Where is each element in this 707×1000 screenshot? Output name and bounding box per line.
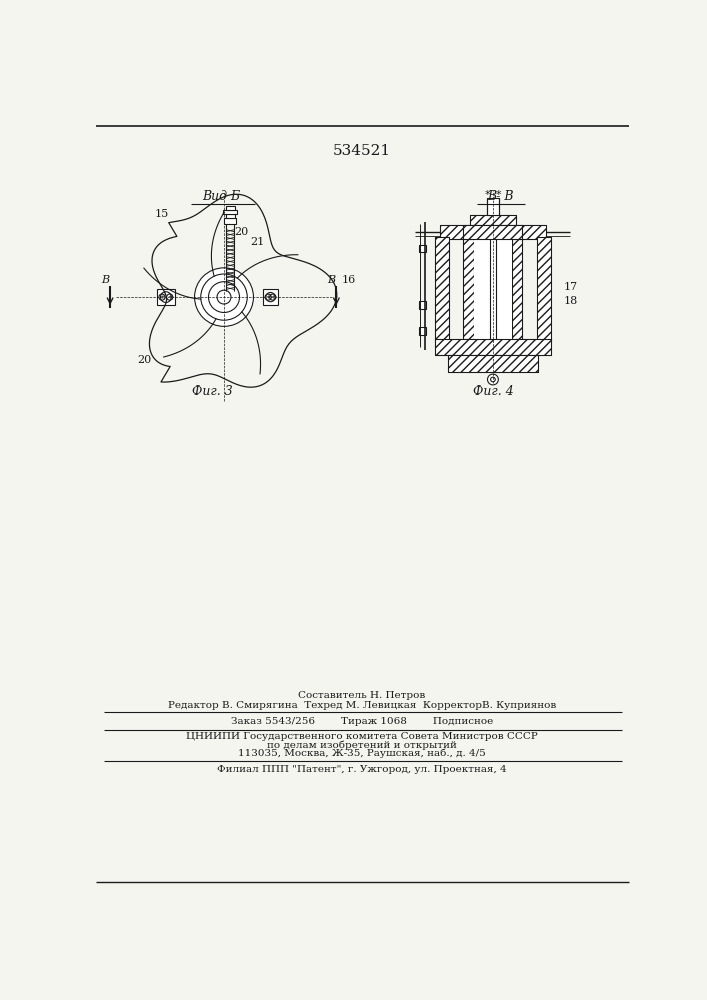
Bar	[537, 237, 551, 341]
Bar	[419, 327, 426, 335]
Text: 16: 16	[341, 275, 356, 285]
Text: *: *	[496, 190, 501, 200]
Bar	[435, 237, 449, 341]
Bar	[223, 210, 237, 214]
Bar	[226, 214, 235, 218]
Text: 15: 15	[155, 209, 169, 219]
Text: Заказ 5543/256        Тираж 1068        Подписное: Заказ 5543/256 Тираж 1068 Подписное	[230, 717, 493, 726]
Bar	[486, 198, 499, 215]
Text: 18: 18	[564, 296, 578, 306]
Text: 534521: 534521	[333, 144, 391, 158]
Bar	[469, 215, 516, 225]
Circle shape	[488, 374, 498, 385]
Bar	[440, 225, 546, 239]
Bar	[263, 289, 279, 305]
Circle shape	[209, 282, 240, 312]
Text: 113035, Москва, Ж-35, Раушская, наб., д. 4/5: 113035, Москва, Ж-35, Раушская, наб., д.…	[238, 748, 486, 758]
Bar	[435, 237, 449, 341]
Text: 20: 20	[137, 355, 151, 365]
Text: В: В	[327, 275, 336, 285]
Text: Фиг. 4: Фиг. 4	[472, 385, 513, 398]
Text: 21: 21	[250, 237, 264, 247]
Text: 17: 17	[564, 282, 578, 292]
Text: +: +	[159, 294, 165, 300]
Bar	[513, 239, 522, 339]
Bar	[419, 301, 426, 309]
Bar	[435, 339, 551, 355]
Bar	[440, 225, 546, 239]
Bar	[464, 239, 474, 339]
Text: Составитель Н. Петров: Составитель Н. Петров	[298, 691, 426, 700]
Bar	[464, 225, 522, 239]
Bar	[474, 239, 513, 339]
Bar	[448, 355, 538, 372]
Bar	[464, 239, 474, 339]
Bar	[464, 225, 522, 239]
Bar	[513, 239, 522, 339]
Bar	[448, 355, 538, 372]
Bar	[224, 218, 236, 224]
Bar	[537, 237, 551, 341]
Text: ЦНИИПИ Государственного комитета Совета Министров СССР: ЦНИИПИ Государственного комитета Совета …	[186, 732, 538, 741]
Text: Вид Б: Вид Б	[203, 190, 241, 203]
Bar	[419, 245, 426, 252]
Text: +: +	[265, 294, 271, 300]
Bar	[435, 339, 551, 355]
Circle shape	[194, 268, 253, 326]
Text: Филиал ППП "Патент", г. Ужгород, ул. Проектная, 4: Филиал ППП "Патент", г. Ужгород, ул. Про…	[217, 765, 507, 774]
Bar	[156, 289, 175, 305]
Text: В- В: В- В	[487, 190, 514, 203]
Text: Редактор В. Смирягина  Техред М. Левицкая  КорректорВ. Куприянов: Редактор В. Смирягина Техред М. Левицкая…	[168, 701, 556, 710]
Bar	[226, 206, 235, 210]
Text: +: +	[270, 294, 276, 300]
Text: В: В	[101, 275, 110, 285]
Text: 20: 20	[234, 227, 248, 237]
Circle shape	[217, 290, 231, 304]
Text: *: *	[485, 190, 491, 200]
Text: +: +	[167, 294, 173, 300]
Text: по делам изобретений и открытий: по делам изобретений и открытий	[267, 740, 457, 750]
Circle shape	[201, 274, 247, 320]
Text: Фиг. 3: Фиг. 3	[192, 385, 233, 398]
Bar	[469, 215, 516, 225]
